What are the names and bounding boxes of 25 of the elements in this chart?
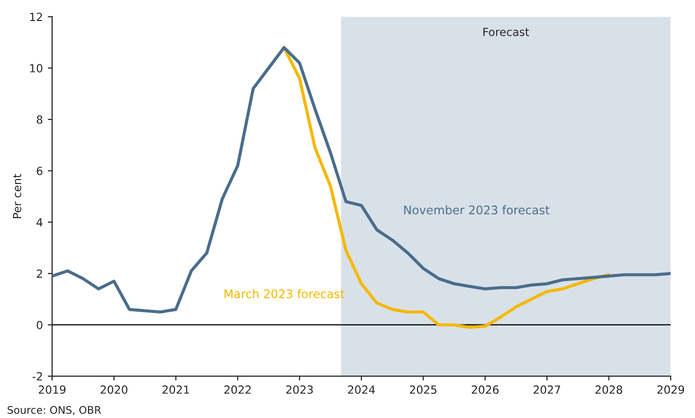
line-series [52, 46, 671, 314]
x-tick-label: 2025 [410, 385, 436, 394]
y-axis-title: Per cent [12, 174, 22, 218]
x-tick-label: 2028 [595, 385, 622, 394]
y-tick-label: 8 [36, 115, 42, 124]
x-tick-label: 2024 [348, 385, 375, 394]
y-tick-label: 6 [36, 166, 42, 176]
y-tick-label: 12 [30, 12, 42, 21]
x-tick-label: 2026 [472, 385, 499, 394]
y-tick-label: 0 [36, 320, 42, 330]
x-tick-label: 2023 [286, 385, 313, 394]
band-label: Forecast [483, 28, 530, 36]
y-tick-label: 10 [30, 64, 42, 72]
y-tick-label: 4 [36, 218, 42, 226]
x-tick-label: 2019 [38, 385, 66, 394]
x-tick-label: 2021 [162, 385, 189, 394]
x-tick-label: 2027 [534, 385, 560, 394]
source-note: Source: ONS, OBR [8, 406, 102, 415]
y-tick-label: -2 [32, 372, 42, 380]
x-tick-label: 2022 [224, 385, 251, 394]
series-label: March 2023 forecast [224, 289, 344, 298]
text: November 2023 forecast [404, 205, 550, 214]
x-tick-label: 2020 [100, 385, 128, 394]
y-tick-label: 2 [36, 269, 42, 278]
x-tick-label: 2029 [657, 385, 684, 394]
